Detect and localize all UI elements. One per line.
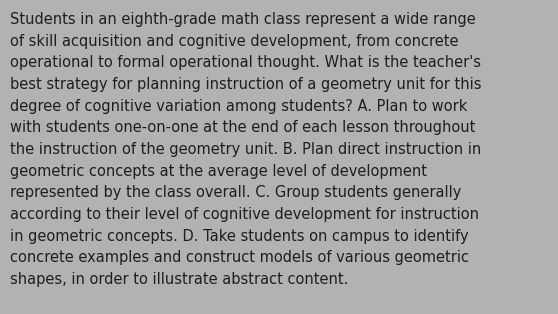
Text: concrete examples and construct models of various geometric: concrete examples and construct models o… (10, 250, 469, 265)
Text: represented by the class overall. C. Group students generally: represented by the class overall. C. Gro… (10, 185, 461, 200)
Text: best strategy for planning instruction of a geometry unit for this: best strategy for planning instruction o… (10, 77, 482, 92)
Text: degree of cognitive variation among students? A. Plan to work: degree of cognitive variation among stud… (10, 99, 468, 114)
Text: geometric concepts at the average level of development: geometric concepts at the average level … (10, 164, 427, 179)
Text: operational to formal operational thought. What is the teacher's: operational to formal operational though… (10, 55, 481, 70)
Text: with students one-on-one at the end of each lesson throughout: with students one-on-one at the end of e… (10, 120, 475, 135)
Text: of skill acquisition and cognitive development, from concrete: of skill acquisition and cognitive devel… (10, 34, 459, 49)
Text: according to their level of cognitive development for instruction: according to their level of cognitive de… (10, 207, 479, 222)
Text: in geometric concepts. D. Take students on campus to identify: in geometric concepts. D. Take students … (10, 229, 469, 244)
Text: shapes, in order to illustrate abstract content.: shapes, in order to illustrate abstract … (10, 272, 348, 287)
Text: the instruction of the geometry unit. B. Plan direct instruction in: the instruction of the geometry unit. B.… (10, 142, 482, 157)
Text: Students in an eighth-grade math class represent a wide range: Students in an eighth-grade math class r… (10, 12, 476, 27)
